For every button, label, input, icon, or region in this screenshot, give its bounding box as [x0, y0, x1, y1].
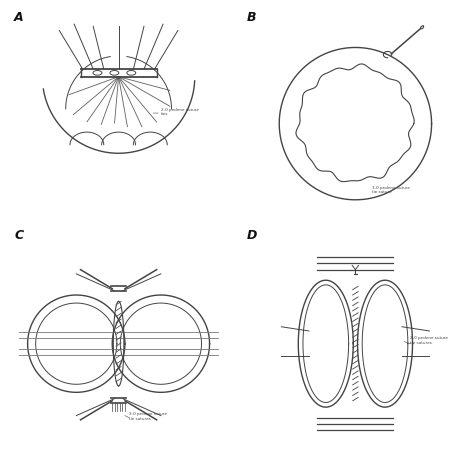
Text: 3-0 prolene suture
tie suture: 3-0 prolene suture tie suture — [373, 186, 410, 194]
Text: 2-0 prolene suture
ties: 2-0 prolene suture ties — [161, 108, 199, 116]
Text: A: A — [14, 11, 24, 25]
Text: D: D — [246, 229, 257, 242]
Ellipse shape — [93, 70, 102, 75]
Ellipse shape — [127, 70, 136, 75]
Text: B: B — [246, 11, 256, 25]
Text: 2-0 prolene suture
tie sutures: 2-0 prolene suture tie sutures — [410, 336, 448, 345]
Ellipse shape — [110, 70, 119, 75]
Text: 3-0 prolene suture
tie sutures: 3-0 prolene suture tie sutures — [129, 412, 167, 421]
Ellipse shape — [420, 26, 424, 29]
Text: C: C — [14, 229, 23, 242]
